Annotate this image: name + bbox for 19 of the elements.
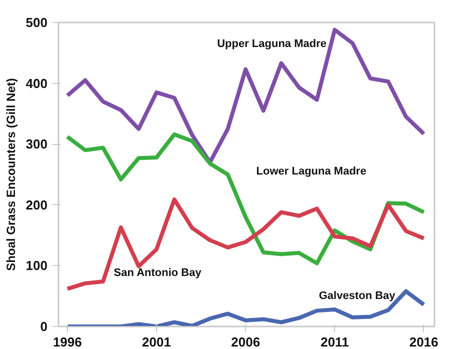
series-label: Galveston Bay bbox=[318, 290, 396, 302]
y-axis-title: Shoal Grass Encounters (Gill Net) bbox=[4, 78, 18, 271]
line-series bbox=[65, 197, 426, 291]
text: Lower Laguna Madre bbox=[256, 166, 366, 178]
y-tick-label: 500 bbox=[26, 15, 48, 30]
y-tick-label: 0 bbox=[40, 319, 48, 334]
series-label: Upper Laguna Madre bbox=[217, 38, 327, 50]
x-tick-label: 2016 bbox=[409, 334, 438, 349]
y-tick-label: 200 bbox=[26, 197, 48, 212]
y-tick-label: 400 bbox=[26, 76, 48, 91]
line-series bbox=[65, 289, 426, 326]
x-tick-label: 2006 bbox=[231, 334, 260, 349]
line-series bbox=[65, 28, 426, 164]
y-tick-label: 100 bbox=[26, 258, 48, 274]
x-tick-label: 2011 bbox=[320, 334, 349, 349]
y-tick-label: 300 bbox=[26, 136, 48, 152]
x-tick-label: 1996 bbox=[52, 334, 82, 349]
x-tick-label: 2001 bbox=[142, 334, 171, 349]
series-label: San Antonio Bay bbox=[114, 267, 202, 280]
